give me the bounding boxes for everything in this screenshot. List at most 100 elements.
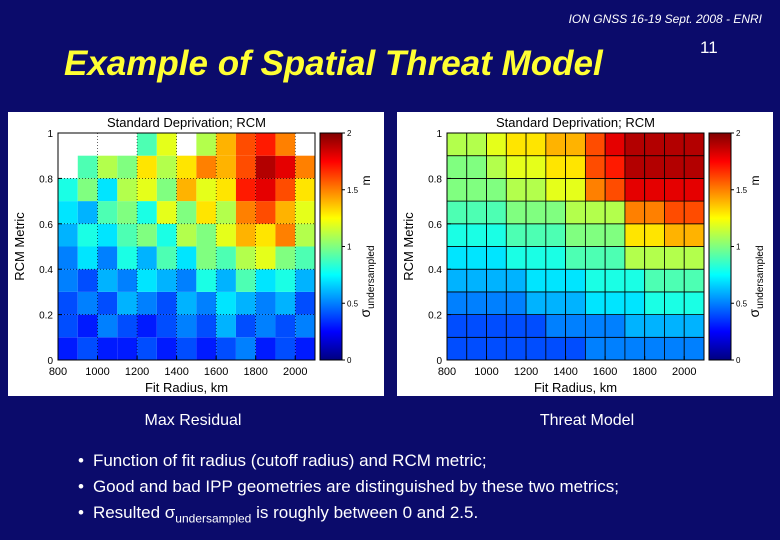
- heatmap-cell: [176, 223, 197, 247]
- heatmap-cell: [58, 201, 78, 224]
- y-tick-label: 0: [436, 356, 442, 367]
- heatmap-cell: [58, 178, 78, 202]
- heatmap-cell: [156, 337, 177, 360]
- heatmap-cell: [275, 291, 296, 315]
- heatmap-cell: [466, 200, 487, 225]
- x-tick-label: 1800: [243, 366, 267, 378]
- heatmap-cell: [295, 337, 315, 360]
- x-axis-label: Fit Radius, km: [534, 380, 617, 395]
- heatmap-cell: [97, 337, 118, 360]
- heatmap-cell: [77, 246, 98, 270]
- heatmap-cell: [604, 132, 626, 157]
- heatmap-cell: [156, 223, 177, 247]
- heatmap-cell: [216, 178, 236, 202]
- colorbar-tick-label: 1.5: [736, 186, 748, 195]
- heatmap-cell: [644, 200, 665, 225]
- heatmap-cell: [255, 133, 276, 156]
- heatmap-cell: [235, 201, 256, 224]
- heatmap-cell: [446, 132, 468, 157]
- heatmap-cell: [565, 291, 586, 315]
- heatmap-cell: [446, 314, 468, 338]
- heatmap-cell: [604, 314, 626, 338]
- heatmap-cell: [505, 246, 527, 270]
- heatmap-cell: [275, 155, 296, 179]
- heatmap-cell: [644, 268, 665, 293]
- heatmap-cell: [295, 201, 315, 224]
- heatmap-cell: [624, 268, 646, 293]
- heatmap-cell: [664, 177, 685, 202]
- heatmap-cell: [77, 269, 98, 292]
- heatmap-cell: [196, 337, 217, 360]
- heatmap-cell: [216, 133, 236, 156]
- heatmap-cell: [156, 246, 177, 270]
- heatmap-cell: [565, 314, 586, 338]
- y-tick-label: 0.6: [428, 220, 442, 231]
- colorbar-unit: m: [748, 175, 762, 185]
- heatmap-cell: [216, 201, 236, 224]
- heatmap-cell: [117, 178, 138, 202]
- heatmap-cell: [58, 246, 78, 270]
- heatmap-cell: [235, 269, 256, 292]
- heatmap-cell: [584, 200, 606, 225]
- heatmap-cell: [137, 314, 157, 338]
- heatmap-cell: [624, 177, 646, 202]
- heatmap-cell: [664, 132, 685, 157]
- heatmap-cell: [216, 314, 236, 338]
- heatmap-cell: [604, 177, 626, 202]
- heatmap-cell: [97, 246, 118, 270]
- heatmap-cell: [446, 200, 468, 225]
- heatmap-cell: [604, 336, 626, 361]
- heatmap-cell: [664, 268, 685, 293]
- bullet-text: is roughly between 0 and 2.5.: [256, 503, 479, 522]
- heatmap-cell: [216, 337, 236, 360]
- charts: 800 1000 1200 1400 1600 1800 200000.20.40.60.8…: [8, 112, 773, 396]
- bullet-text: Resulted: [92, 503, 161, 522]
- heatmap-cell: [683, 336, 705, 361]
- heatmap-cell: [505, 200, 527, 225]
- heatmap-cell: [584, 177, 606, 202]
- heatmap-cell: [604, 268, 626, 293]
- heatmap-cell: [446, 336, 468, 361]
- heatmap-cell: [545, 155, 567, 179]
- heatmap-cell: [255, 291, 276, 315]
- heatmap-cell: [683, 223, 705, 247]
- x-tick-label: 800: [438, 366, 456, 378]
- colorbar-tick-label: 2: [347, 129, 352, 138]
- heatmap-cell: [466, 155, 487, 179]
- heatmap-cell: [584, 291, 606, 315]
- y-axis-label: RCM Metric: [12, 212, 27, 281]
- heatmap-cell: [565, 223, 586, 247]
- heatmap-cell: [255, 178, 276, 202]
- plot-frame: [57, 132, 316, 361]
- heatmap-cell: [275, 223, 296, 247]
- heatmap-cell: [156, 314, 177, 338]
- heatmap-cell: [486, 155, 507, 179]
- slide-title: Example of Spatial Threat Model: [64, 44, 603, 83]
- heatmap-cell: [117, 269, 138, 292]
- heatmap-cell: [624, 336, 646, 361]
- subscript: undersampled: [175, 511, 252, 526]
- heatmap-cell: [644, 155, 665, 179]
- heatmap-cell: [584, 223, 606, 247]
- heatmap-cell: [255, 155, 276, 179]
- heatmap-cell: [137, 133, 157, 156]
- heatmap-cell: [505, 177, 527, 202]
- heatmap-cell: [545, 291, 567, 315]
- heatmap-cell: [156, 178, 177, 202]
- heatmap-cell: [664, 155, 685, 179]
- heatmap-cell: [565, 177, 586, 202]
- heatmap-cell: [97, 178, 118, 202]
- heatmap-cell: [97, 314, 118, 338]
- heatmap-cell: [196, 269, 217, 292]
- heatmap-cell: [486, 200, 507, 225]
- heatmap-cell: [156, 133, 177, 156]
- heatmap-cell: [235, 155, 256, 179]
- heatmap-cell: [545, 268, 567, 293]
- heatmap-cell: [196, 223, 217, 247]
- heatmap-cell: [545, 223, 567, 247]
- heatmap-cell: [176, 155, 197, 179]
- heatmap-cell: [77, 155, 98, 179]
- heatmap-cell: [137, 201, 157, 224]
- heatmap-cell: [176, 314, 197, 338]
- colorbar-tick-label: 0: [347, 356, 352, 365]
